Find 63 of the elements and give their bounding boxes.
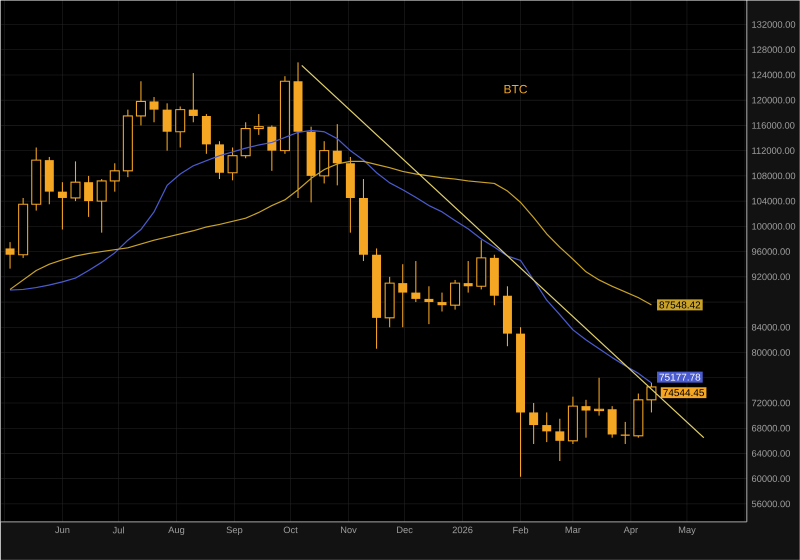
candlestick: [84, 175, 94, 218]
candlestick: [188, 72, 198, 123]
x-tick-label: Feb: [513, 526, 528, 534]
candlestick: [398, 264, 408, 328]
candlestick: [582, 399, 590, 438]
x-tick-label: May: [678, 526, 696, 536]
candlestick: [96, 178, 107, 234]
candlestick: [332, 124, 342, 186]
candlestick: [6, 242, 15, 270]
candlestick: [646, 382, 656, 414]
y-tick-label: 68000.00: [752, 425, 790, 432]
x-tick-label: Aug: [168, 526, 184, 536]
x-tick-label: Mar: [566, 526, 581, 534]
x-tick-label: Apr: [624, 526, 638, 536]
data-label: 75177.78: [660, 374, 700, 381]
candlestick: [542, 412, 552, 443]
y-tick-label: 92000.00: [752, 274, 790, 280]
y-tick-label: 64000.00: [752, 450, 790, 457]
candlestick: [162, 102, 172, 152]
x-tick-label: Jul: [112, 526, 124, 534]
candlestick: [70, 160, 81, 202]
candlestick: [267, 124, 276, 172]
y-tick-label: 84000.00: [752, 324, 790, 331]
candlestick: [620, 421, 630, 445]
candlestick: [58, 182, 67, 230]
x-tick-label: Sep: [226, 526, 242, 536]
y-tick-label: 100000.00: [752, 223, 796, 230]
line-series: [9, 130, 652, 384]
candlestick: [594, 377, 604, 416]
candlestick: [450, 280, 460, 310]
candlestick: [555, 418, 564, 462]
x-tick-label: Jun: [55, 526, 70, 534]
candlestick: [529, 402, 538, 445]
x-tick-label: Oct: [284, 526, 298, 534]
y-tick-label: 56000.00: [752, 500, 790, 508]
y-tick-label: 128000.00: [752, 46, 796, 54]
y-tick-label: 116000.00: [752, 122, 795, 129]
data-label: 87548.42: [659, 301, 700, 309]
y-tick-label: 120000.00: [752, 96, 796, 104]
candlestick: [110, 162, 120, 192]
y-tick-label: 132000.00: [752, 21, 796, 28]
candlestick: [228, 147, 238, 181]
candlestick: [150, 96, 159, 123]
candlestick: [438, 292, 446, 312]
candlestick: [424, 286, 434, 325]
y-tick-label: 72000.00: [752, 400, 790, 406]
candlestick: [136, 80, 146, 126]
y-tick-label: 104000.00: [752, 198, 796, 204]
y-tick-label: 108000.00: [752, 172, 796, 180]
y-tick-label: 112000.00: [752, 147, 795, 154]
y-tick-label: 124000.00: [752, 72, 796, 78]
y-tick-label: 80000.00: [752, 349, 790, 356]
y-tick-label: 60000.00: [752, 475, 790, 482]
candlestick: [411, 260, 420, 303]
candlestick: [464, 260, 473, 294]
text: BTC: [504, 84, 528, 94]
x-tick-label: Nov: [340, 526, 357, 534]
y-tick-label: 96000.00: [752, 248, 790, 255]
candlestick: [175, 106, 186, 148]
text: 74544.45: [663, 389, 704, 396]
x-tick-label: 2026: [452, 526, 473, 534]
candlestick: [254, 114, 264, 136]
x-tick-label: Dec: [397, 526, 413, 534]
